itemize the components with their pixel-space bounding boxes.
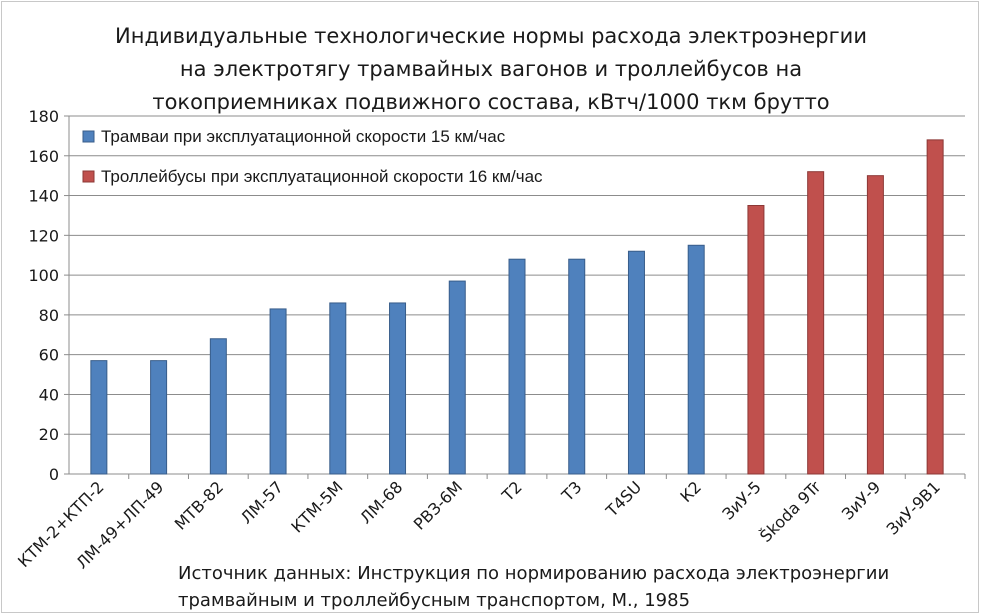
x-tick-label: ЛМ-68 [356,477,406,527]
source-line-2: трамвайным и троллейбусным транспортом, … [178,590,691,611]
legend-swatch [82,130,95,143]
x-tick-label: ЛМ-57 [237,477,287,527]
x-tick-label: ЗиУ-5 [719,477,765,523]
bar [926,139,944,475]
bar [150,360,168,475]
x-tick-label: T4SU [602,477,646,521]
y-tick-label: 0 [49,465,59,484]
chart-title-line-3: токоприемниках подвижного состава, кВтч/… [152,90,830,114]
legend-label: Трамваи при эксплуатационной скорости 15… [101,127,506,146]
y-tick-label: 60 [39,346,59,365]
bar [90,360,108,475]
bar [807,171,825,475]
y-tick-label: 100 [28,266,59,285]
bar [508,258,526,475]
x-tick-label: ЗиУ-9В1 [883,477,944,538]
chart-title: Индивидуальные технологические нормы рас… [0,20,982,119]
y-tick-label: 80 [39,306,59,325]
x-tick-label: МТВ-82 [171,477,227,533]
x-tick-label: ЗиУ-9 [838,477,884,523]
y-tick-label: 120 [28,226,59,245]
x-tick-label: Т2 [498,477,526,505]
bar [747,205,765,475]
legend-label: Троллейбусы при эксплуатационной скорост… [101,167,543,186]
bar [568,258,586,475]
chart-title-line-2: на электротягу трамвайных вагонов и трол… [179,57,803,81]
x-tick-label: КТМ-5М [287,477,346,536]
x-tick-label: Т3 [557,477,585,505]
bar [269,308,287,475]
x-tick-label: РВЗ-6М [410,477,466,533]
bar [687,244,705,475]
y-tick-label: 20 [39,425,59,444]
source-line-1: Источник данных: Инструкция по нормирова… [178,563,890,584]
x-tick-label: К2 [676,477,705,506]
bar [866,175,884,475]
bar [627,250,645,475]
bar [329,302,347,475]
source-note: Источник данных: Инструкция по нормирова… [178,560,889,614]
y-tick-label: 140 [28,187,59,206]
y-tick-label: 40 [39,385,59,404]
bar [209,338,227,475]
y-tick-label: 160 [28,147,59,166]
y-tick-label: 180 [28,107,59,126]
chart-title-line-1: Индивидуальные технологические нормы рас… [115,24,867,48]
x-tick-label: Škoda 9Tr [756,477,825,546]
bar [448,280,466,475]
legend-swatch [82,170,95,183]
bar [389,302,407,475]
